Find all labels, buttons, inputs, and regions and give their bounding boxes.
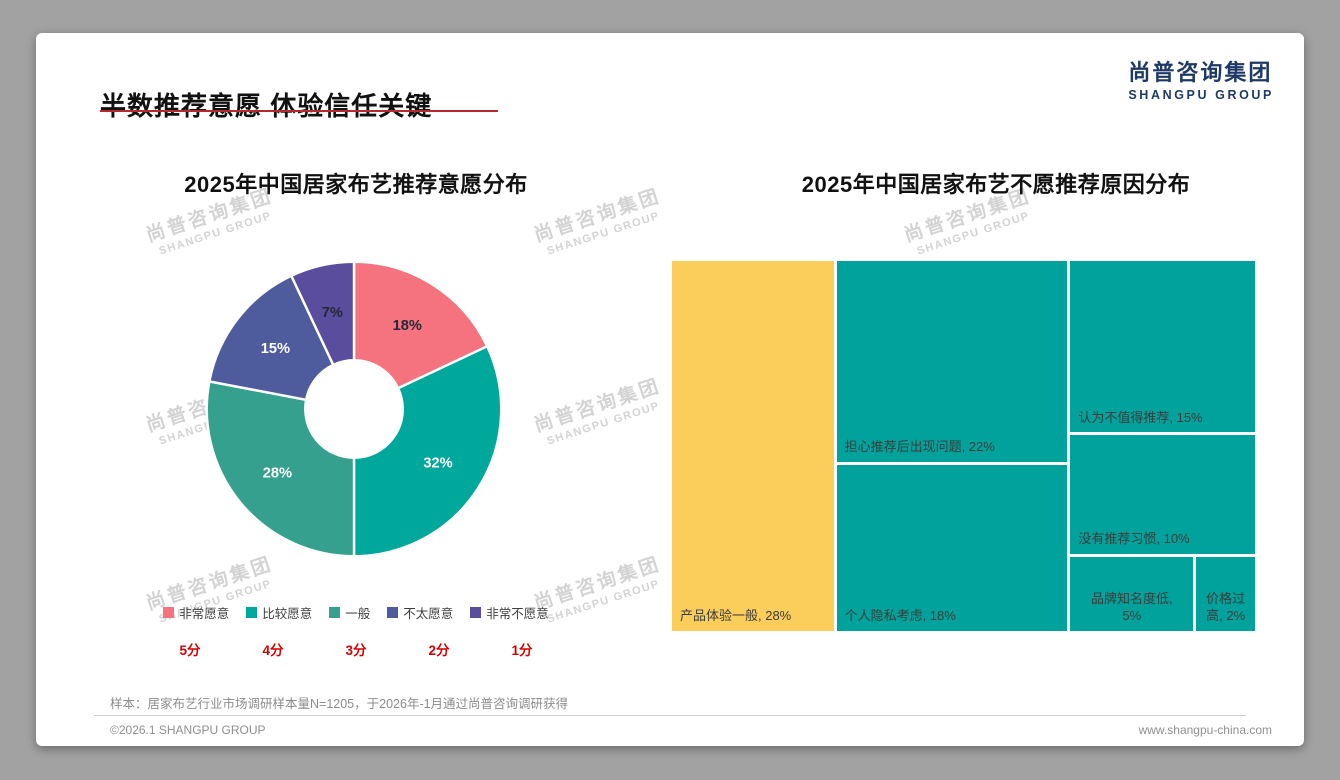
legend-swatch [163,607,175,618]
score-label: 3分 [345,643,367,658]
treemap-bottom-row: 品牌知名度低, 5% 价格过高, 2% [1070,556,1255,631]
legend-item: 非常愿意 [163,603,229,622]
treemap-cell-label: 产品体验一般, 28% [680,608,792,624]
donut-slice-label: 15% [261,341,290,357]
footer-divider [94,715,1246,716]
treemap-cell-label: 个人隐私考虑, 18% [844,608,956,624]
treemap-cell-label: 认为不值得推荐, 15% [1078,409,1203,425]
legend-label: 不太愿意 [403,607,454,621]
treemap-chart: 产品体验一般, 28% 担心推荐后出现问题, 22% 个人隐私考虑, 18% 认为不值… [672,261,1255,631]
treemap-cell: 价格过高, 2% [1196,556,1255,631]
score-label: 1分 [511,643,533,658]
score-label: 4分 [262,643,284,658]
treemap-cell: 担心推荐后出现问题, 22% [836,261,1068,462]
donut-slice-一般 [205,380,356,558]
legend-label: 一般 [345,607,371,621]
treemap-cell: 认为不值得推荐, 15% [1070,261,1255,433]
legend-label: 比较愿意 [262,607,313,621]
donut-slice-非常不愿意 [290,260,356,367]
watermark-chinese: 尚普咨询集团 [531,375,664,437]
treemap-cell: 没有推荐习惯, 10% [1070,435,1255,554]
donut-slice-label: 18% [393,318,422,334]
logo-chinese-name: 尚普咨询集团 [1128,60,1273,85]
donut-slice-比较愿意 [352,345,503,558]
footer-website: www.shangpu-china.com [1138,723,1272,737]
donut-slice-label: 28% [263,466,292,482]
score-label-row: 5分 4分 3分 2分 1分 [96,639,616,659]
title-underline [100,110,498,112]
sample-footnote: 样本：居家布艺行业市场调研样本量N=1205，于2026年-1月通过尚普咨询调研… [110,697,569,711]
donut-chart: 18% 32% 28% 15% 7% [205,260,503,558]
treemap-cell-label: 没有推荐习惯, 10% [1078,531,1190,547]
legend-label: 非常愿意 [179,607,230,621]
treemap-cell-label: 价格过高, 2% [1206,590,1246,624]
footer-copyright: ©2026.1 SHANGPU GROUP [110,723,266,737]
treemap-cell-label: 品牌知名度低, 5% [1090,590,1173,624]
donut-legend: 非常愿意 比较愿意 一般 不太愿意 非常不愿意 [96,603,616,622]
treemap-cell: 个人隐私考虑, 18% [836,464,1068,631]
page-title: 半数推荐意愿 体验信任关键 [100,91,433,122]
legend-label: 非常不愿意 [486,607,549,621]
legend-item: 比较愿意 [246,603,312,622]
donut-slice-非常愿意 [352,260,489,390]
donut-slice-不太愿意 [208,274,335,402]
watermark-english: SHANGPU GROUP [915,209,1032,258]
watermark-english: SHANGPU GROUP [545,399,662,448]
legend-swatch [329,607,341,618]
legend-item: 非常不愿意 [470,603,549,622]
legend-swatch [246,607,258,618]
legend-item: 一般 [329,603,370,622]
watermark-english: SHANGPU GROUP [545,209,662,258]
legend-swatch [387,607,399,618]
treemap-chart-title: 2025年中国居家布艺不愿推荐原因分布 [801,172,1191,197]
donut-chart-title: 2025年中国居家布艺推荐意愿分布 [184,172,528,197]
donut-slice-label: 32% [423,455,452,471]
treemap-column: 担心推荐后出现问题, 22% 个人隐私考虑, 18% [836,261,1068,631]
slide-card: 尚普咨询集团 SHANGPU GROUP 尚普咨询集团 SHANGPU GROUP 尚普… [36,33,1304,746]
treemap-column: 认为不值得推荐, 15% 没有推荐习惯, 10% 品牌知名度低, 5% 价格过高, 2… [1070,261,1255,631]
donut-slice-label: 7% [322,305,343,321]
score-label: 5分 [179,643,201,658]
logo-english-name: SHANGPU GROUP [1128,88,1274,102]
company-logo: 尚普咨询集团 SHANGPU GROUP [1128,55,1274,102]
treemap-column: 产品体验一般, 28% [672,261,834,631]
legend-item: 不太愿意 [387,603,453,622]
treemap-cell: 产品体验一般, 28% [672,261,834,631]
score-label: 2分 [428,643,450,658]
treemap-cell-label: 担心推荐后出现问题, 22% [844,439,995,455]
treemap-cell: 品牌知名度低, 5% [1070,556,1194,631]
legend-swatch [470,607,482,618]
